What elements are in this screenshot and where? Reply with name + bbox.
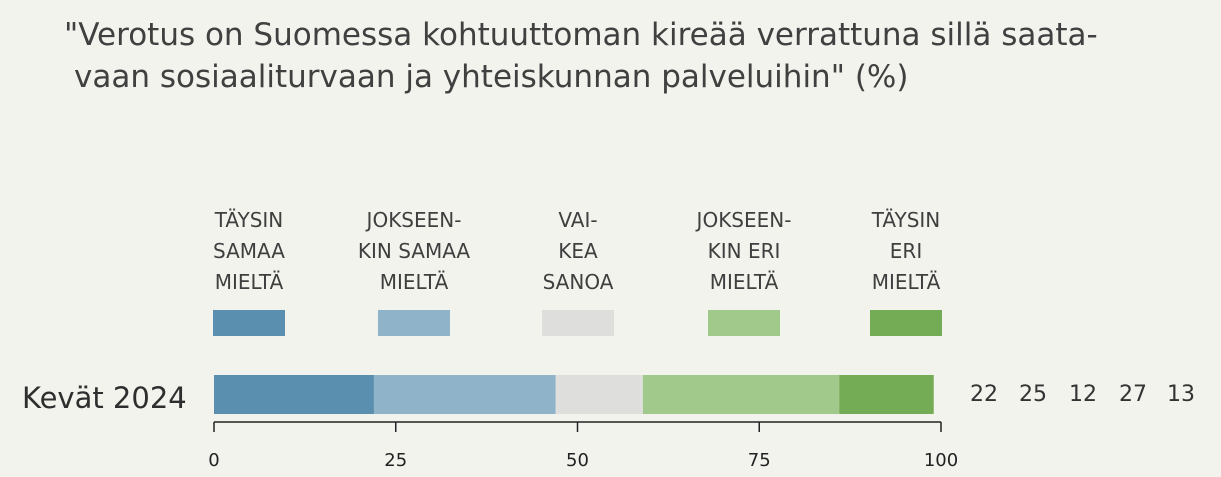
category-label: Kevät 2024: [22, 381, 187, 415]
value-label-4: 27: [1119, 382, 1147, 407]
bar-segment-1: [214, 375, 374, 414]
bar-segment-5: [839, 375, 934, 414]
legend-label-5-line-1: TÄYSIN: [871, 208, 941, 232]
legend-swatch-4: [708, 310, 780, 336]
legend-label-3-line-2: KEA: [558, 239, 598, 263]
value-label-5: 13: [1167, 382, 1195, 407]
chart-title-line-1: "Verotus on Suomessa kohtuuttoman kireää…: [64, 17, 1098, 53]
legend-label-2-line-1: JOKSEEN-: [365, 208, 462, 232]
legend-label-1-line-3: MIELTÄ: [215, 270, 284, 294]
value-label-3: 12: [1069, 382, 1097, 407]
legend-label-1-line-2: SAMAA: [213, 239, 285, 263]
legend-label-2-line-2: KIN SAMAA: [358, 239, 471, 263]
bar-segment-2: [373, 375, 556, 414]
legend-label-5-line-2: ERI: [890, 239, 922, 263]
chart-title: "Verotus on Suomessa kohtuuttoman kireää…: [64, 14, 1204, 98]
bar-segment-3: [555, 375, 643, 414]
legend-label-5-line-3: MIELTÄ: [872, 270, 941, 294]
legend-swatch-1: [213, 310, 285, 336]
legend-label-4-line-1: JOKSEEN-: [695, 208, 792, 232]
x-axis-tick-label-75: 75: [748, 450, 771, 471]
legend-label-4-line-2: KIN ERI: [708, 239, 781, 263]
x-axis-tick-label-50: 50: [566, 450, 589, 471]
x-axis-tick-label-25: 25: [384, 450, 407, 471]
legend-label-3-line-3: SANOA: [543, 270, 614, 294]
legend-swatch-5: [870, 310, 942, 336]
x-axis-tick-label-100: 100: [924, 450, 958, 471]
legend-label-4-line-3: MIELTÄ: [710, 270, 779, 294]
bar-segment-4: [642, 375, 840, 414]
legend-label-2-line-3: MIELTÄ: [380, 270, 449, 294]
legend-label-1-line-1: TÄYSIN: [214, 208, 284, 232]
x-axis-tick-label-0: 0: [208, 450, 219, 471]
legend-swatch-2: [378, 310, 450, 336]
chart-title-line-2: vaan sosiaaliturvaan ja yhteiskunnan pal…: [74, 59, 909, 95]
value-label-2: 25: [1019, 382, 1047, 407]
value-label-1: 22: [970, 382, 998, 407]
legend-swatch-3: [542, 310, 614, 336]
legend-label-3-line-1: VAI-: [558, 208, 597, 232]
